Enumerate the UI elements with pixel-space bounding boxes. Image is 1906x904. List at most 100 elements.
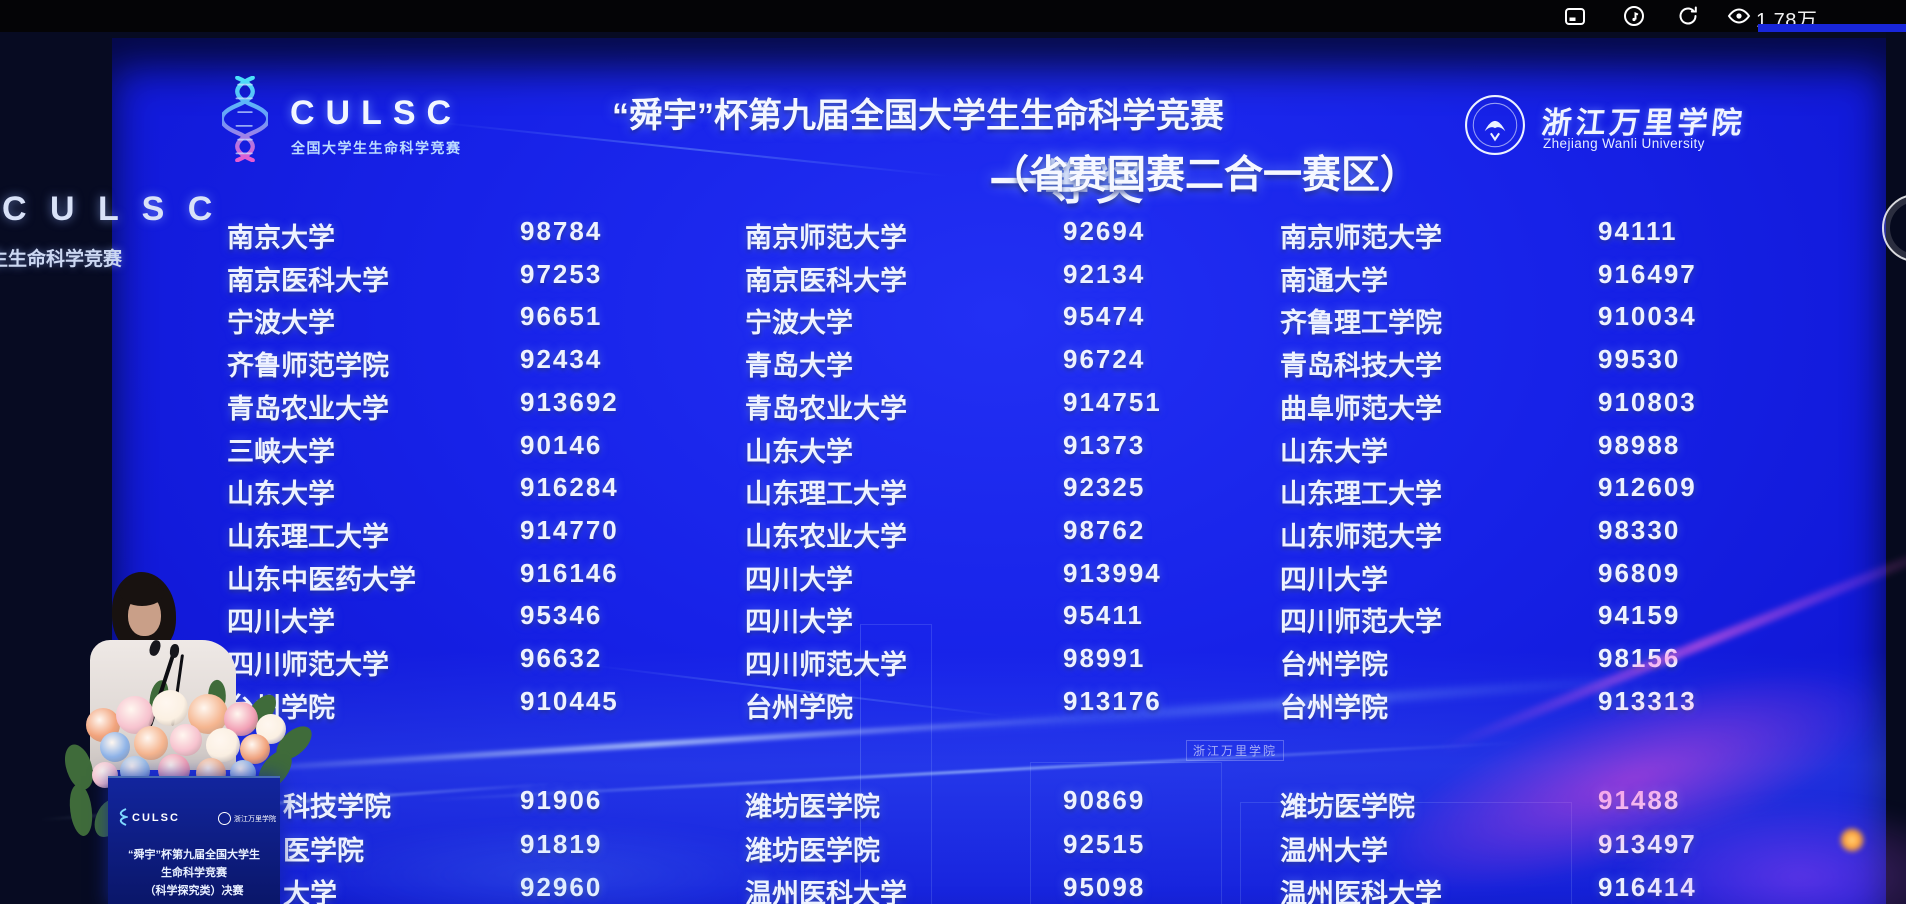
award-title-main: 一等奖 (990, 156, 1149, 209)
podium-line-3: （科学探究类）决赛 (144, 885, 244, 897)
culsc-logo-text: CULSC (290, 94, 463, 132)
university-name: 齐鲁理工学院 (1280, 308, 1442, 339)
team-score: 98156 (1598, 643, 1681, 673)
team-score: 91906 (520, 785, 603, 815)
university-name: 南京医科大学 (745, 265, 907, 296)
university-name: 齐鲁师范学院 (227, 351, 389, 382)
pip-icon[interactable] (1563, 4, 1587, 28)
team-score: 912609 (1598, 472, 1697, 503)
flower (152, 690, 188, 726)
eye-icon (1727, 4, 1751, 28)
flower (100, 732, 130, 762)
university-name-en: Zhejiang Wanli University (1543, 136, 1705, 151)
podium-line-2: 生命科学竞赛 (161, 867, 227, 879)
flower (206, 728, 240, 762)
university-name: 山东理工大学 (1280, 479, 1442, 510)
university-name: 温州大学 (1280, 835, 1388, 866)
culsc-logo-subtext: 全国大学生生命科学竞赛 (291, 140, 462, 156)
team-score: 913497 (1598, 828, 1697, 859)
team-score: 910803 (1598, 386, 1697, 417)
university-name: 山东大学 (745, 436, 853, 467)
wall-culsc-text: C U L S C (2, 190, 220, 228)
podium-university-logo: 浙江万里学院 (218, 812, 276, 825)
team-score: 95411 (1063, 600, 1144, 631)
university-name: 宁波大学 (227, 308, 335, 339)
podium-emblem-icon (218, 812, 231, 825)
podium-university-text: 浙江万里学院 (234, 815, 276, 823)
team-score: 99530 (1598, 344, 1681, 375)
team-score: 96809 (1598, 557, 1681, 588)
university-name: 台州学院 (745, 692, 853, 723)
team-score: 90146 (520, 429, 603, 460)
university-name: 四川大学 (227, 607, 335, 638)
team-score: 95098 (1063, 872, 1146, 902)
leaf (64, 782, 98, 838)
university-name: 四川大学 (745, 564, 853, 595)
team-score: 98784 (520, 216, 603, 246)
university-name: 南京医科大学 (227, 265, 389, 296)
team-score: 90869 (1063, 785, 1146, 815)
team-score: 916284 (520, 472, 619, 503)
team-score: 913692 (520, 386, 619, 417)
university-name: 温州医科大学 (745, 879, 907, 904)
university-name: 南京师范大学 (1280, 223, 1442, 253)
university-name: 青岛农业大学 (745, 393, 907, 424)
university-name: 山东大学 (1280, 436, 1388, 467)
university-name: 潍坊医学院 (745, 792, 880, 822)
team-score: 916146 (520, 557, 619, 588)
building-watermark-label: 浙江万里学院 (1186, 740, 1285, 761)
team-score: 91819 (520, 828, 603, 859)
team-score: 96632 (520, 643, 603, 673)
university-name: 南通大学 (1280, 265, 1388, 296)
team-score: 92694 (1063, 216, 1146, 246)
team-score: 91488 (1598, 785, 1681, 815)
team-score: 910445 (520, 685, 619, 716)
university-name: 四川师范大学 (1280, 607, 1442, 638)
team-score: 98330 (1598, 514, 1681, 545)
team-score: 91373 (1063, 429, 1146, 460)
university-name: 南京大学 (227, 223, 335, 253)
team-score: 916414 (1598, 872, 1697, 902)
university-name: 潍坊医学院 (1280, 792, 1415, 822)
university-name: 山东大学 (227, 479, 335, 510)
team-score: 94111 (1598, 216, 1678, 246)
university-name: 山东农业大学 (745, 521, 907, 552)
team-score: 94159 (1598, 600, 1681, 631)
team-score: 910034 (1598, 301, 1697, 332)
university-name: 青岛大学 (745, 351, 853, 382)
university-name: 三峡大学 (227, 436, 335, 467)
refresh-icon[interactable] (1676, 4, 1700, 28)
university-name: 台州学院 (1280, 692, 1388, 723)
wall-subtext: 学生生命科学竞赛 (0, 249, 123, 270)
university-name: 四川师范大学 (745, 650, 907, 680)
podium: CULSC 浙江万里学院 “舜宇”杯第九届全国大学生 生命科学竞赛 （科学探究类… (108, 776, 280, 904)
team-score: 95346 (520, 600, 603, 631)
team-score: 913994 (1063, 557, 1162, 588)
team-score: 98991 (1063, 643, 1146, 673)
university-name: 山东理工大学 (745, 479, 907, 510)
podium-culsc-text: CULSC (132, 812, 180, 824)
team-score: 95474 (1063, 301, 1146, 332)
team-score: 96724 (1063, 344, 1146, 375)
award-title-region: （省赛国赛二合一赛区） (990, 154, 1420, 197)
university-name: 山东中医药大学 (227, 564, 416, 595)
event-title: “舜宇”杯第九届全国大学生生命科学竞赛 (612, 97, 1224, 135)
presenter-hair-fringe (120, 580, 164, 606)
team-score: 92325 (1063, 472, 1146, 503)
university-name: 青岛农业大学 (227, 393, 389, 424)
team-score: 92515 (1063, 828, 1146, 859)
podium-line-1: “舜宇”杯第九届全国大学生 (128, 849, 260, 861)
audio-mode-icon[interactable] (1622, 4, 1646, 28)
university-name: 潍坊医学院 (745, 835, 880, 866)
university-name: 台州学院 (1280, 650, 1388, 680)
video-player-bar: 1.78万 (0, 0, 1906, 32)
team-score: 92434 (520, 344, 603, 375)
team-score: 92134 (1063, 258, 1146, 289)
team-score: 98762 (1063, 514, 1146, 545)
university-name: 四川大学 (1280, 564, 1388, 595)
university-name: 温州医科大学 (1280, 879, 1442, 904)
university-name: 山东理工大学 (227, 521, 389, 552)
team-score: 96651 (520, 301, 603, 332)
flower (170, 724, 202, 756)
